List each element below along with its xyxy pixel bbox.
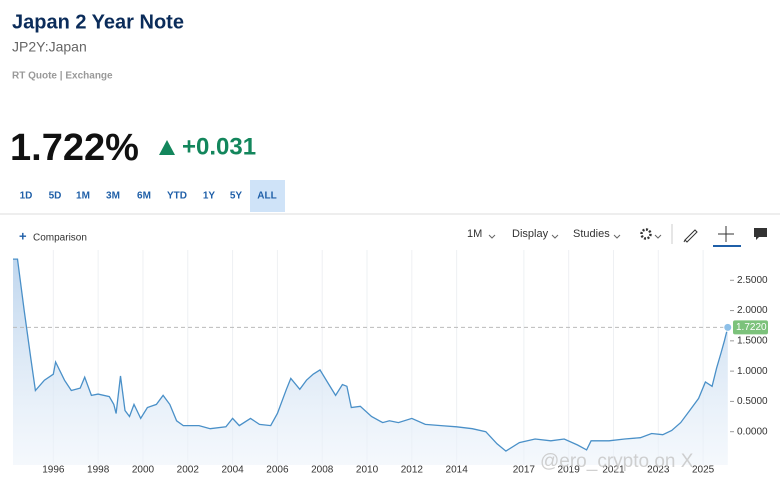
change: +0.031	[182, 133, 256, 160]
x-tick-label: 1998	[87, 465, 110, 476]
price: 1.722%	[10, 127, 139, 169]
settings-button[interactable]	[640, 228, 662, 240]
x-tick-label: 2021	[602, 465, 625, 476]
y-tick-label: 0.5000	[737, 396, 768, 407]
range-button[interactable]: 5Y	[230, 191, 243, 202]
toolbar: + Comparison 1M Display Studies	[19, 224, 767, 247]
range-button[interactable]: 1Y	[203, 191, 216, 202]
current-label: 1.7220	[736, 322, 767, 333]
comment-button[interactable]	[754, 228, 767, 240]
range-button[interactable]: ALL	[257, 191, 276, 202]
price-line	[13, 258, 729, 452]
x-tick-label: 2006	[266, 465, 289, 476]
current-tag	[733, 320, 768, 335]
y-tick-label: 2.0000	[737, 305, 768, 316]
x-tick-label: 2002	[177, 465, 200, 476]
quote-info: RT Quote | Exchange	[12, 71, 113, 82]
range-button[interactable]: 1M	[76, 191, 90, 202]
x-tick-label: 1996	[42, 465, 65, 476]
studies-button[interactable]: Studies	[573, 228, 610, 240]
x-tick-label: 2012	[401, 465, 424, 476]
y-tick-label: 0.0000	[737, 426, 768, 437]
range-button[interactable]: YTD	[167, 191, 187, 202]
chart: 1996 1998 2000 2002 2004 2006 2008 2010 2012 2014…	[13, 250, 768, 476]
range-button[interactable]: 5D	[49, 191, 62, 202]
title: Japan 2 Year Note	[12, 11, 184, 33]
x-tick-label: 2017	[513, 465, 536, 476]
x-tick-label: 2010	[356, 465, 379, 476]
x-tick-label: 2014	[446, 465, 469, 476]
range-selected	[250, 180, 285, 212]
x-tick-label: 2025	[692, 465, 715, 476]
current-dot	[723, 322, 733, 332]
draw-button[interactable]	[683, 229, 698, 243]
watermark: @ero_crypto on X	[540, 451, 694, 472]
plus-icon: +	[19, 228, 27, 243]
interval-button[interactable]: 1M	[467, 228, 482, 240]
x-tick-label: 2004	[221, 465, 244, 476]
y-tick-label: 1.5000	[737, 335, 768, 346]
area-fill	[13, 259, 728, 465]
range-button[interactable]: 3M	[106, 191, 120, 202]
chevron	[488, 234, 496, 239]
range-buttons: 1D 5D 1M 3M 6M YTD 1Y 5Y ALL	[20, 180, 285, 212]
x-tick-label: 2023	[647, 465, 670, 476]
quote-header: Japan 2 Year Note JP2Y:Japan RT Quote | …	[10, 11, 256, 169]
comparison-button[interactable]: Comparison	[33, 233, 87, 244]
up-arrow	[159, 140, 175, 155]
crosshair-button[interactable]	[718, 226, 734, 242]
chevron	[613, 234, 621, 239]
y-tick-label: 1.0000	[737, 366, 768, 377]
y-tick-label: 2.5000	[737, 275, 768, 286]
x-tick-label: 2000	[132, 465, 155, 476]
range-button[interactable]: 1D	[20, 191, 33, 202]
range-button[interactable]: 6M	[137, 191, 151, 202]
display-button[interactable]: Display	[512, 228, 549, 240]
x-tick-label: 2008	[311, 465, 334, 476]
chevron	[551, 234, 559, 239]
symbol: JP2Y:Japan	[12, 39, 87, 55]
x-tick-label: 2019	[558, 465, 581, 476]
